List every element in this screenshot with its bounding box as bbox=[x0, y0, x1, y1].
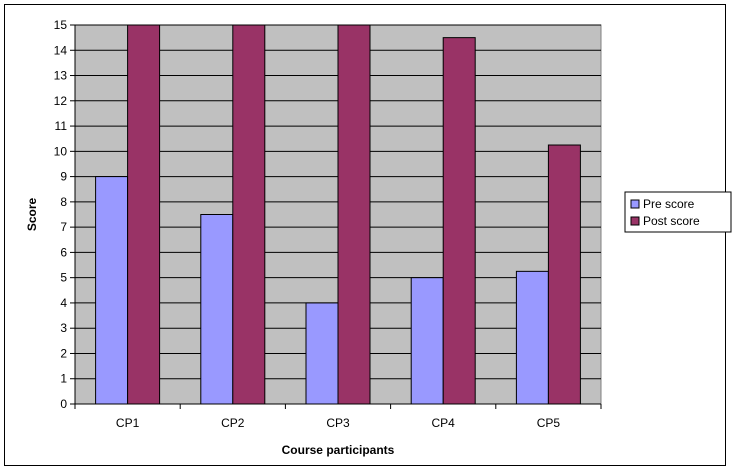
x-tick-label: CP3 bbox=[326, 416, 350, 430]
x-tick-label: CP1 bbox=[116, 416, 140, 430]
y-tick-label: 0 bbox=[60, 397, 67, 411]
legend-box bbox=[624, 191, 732, 233]
y-tick-label: 5 bbox=[60, 271, 67, 285]
x-tick-label: CP4 bbox=[432, 416, 456, 430]
y-tick-label: 6 bbox=[60, 245, 67, 259]
x-axis-title: Course participants bbox=[282, 443, 395, 457]
bar-cp1-series-1 bbox=[95, 176, 129, 405]
y-tick-label: 12 bbox=[54, 94, 68, 108]
bar-cp2-series-1 bbox=[200, 214, 234, 405]
bar-cp1-series-2 bbox=[127, 24, 161, 405]
y-tick-label: 10 bbox=[54, 144, 68, 158]
y-tick-label: 14 bbox=[54, 43, 68, 57]
y-tick-label: 13 bbox=[54, 69, 68, 83]
x-tick-label: CP5 bbox=[537, 416, 561, 430]
bar-cp4-series-1 bbox=[410, 277, 444, 405]
y-tick-label: 3 bbox=[60, 321, 67, 335]
legend: Pre score Post score bbox=[624, 191, 732, 233]
bar-cp4-series-2 bbox=[442, 37, 476, 405]
y-tick-label: 2 bbox=[60, 346, 67, 360]
y-tick-label: 1 bbox=[60, 372, 67, 386]
legend-label: Pre score bbox=[643, 197, 695, 211]
y-tick-label: 7 bbox=[60, 220, 67, 234]
legend-label: Post score bbox=[643, 214, 700, 228]
legend-swatch bbox=[630, 216, 640, 226]
bar-cp5-series-2 bbox=[547, 144, 581, 405]
y-axis-title: Score bbox=[25, 198, 39, 232]
bars bbox=[95, 24, 581, 405]
y-tick-label: 15 bbox=[54, 18, 68, 32]
axes bbox=[70, 24, 602, 409]
x-tick-labels: CP1 CP2 CP3 CP4 CP5 bbox=[116, 416, 560, 430]
bar-cp2-series-2 bbox=[232, 24, 266, 405]
y-tick-label: 9 bbox=[60, 170, 67, 184]
bar-cp3-series-1 bbox=[305, 302, 339, 405]
y-tick-label: 4 bbox=[60, 296, 67, 310]
bar-cp3-series-2 bbox=[337, 24, 371, 405]
bar-cp5-series-1 bbox=[515, 270, 549, 405]
legend-swatch bbox=[630, 199, 640, 209]
x-tick-label: CP2 bbox=[221, 416, 245, 430]
y-tick-label: 8 bbox=[60, 195, 67, 209]
y-tick-label: 11 bbox=[55, 119, 68, 133]
